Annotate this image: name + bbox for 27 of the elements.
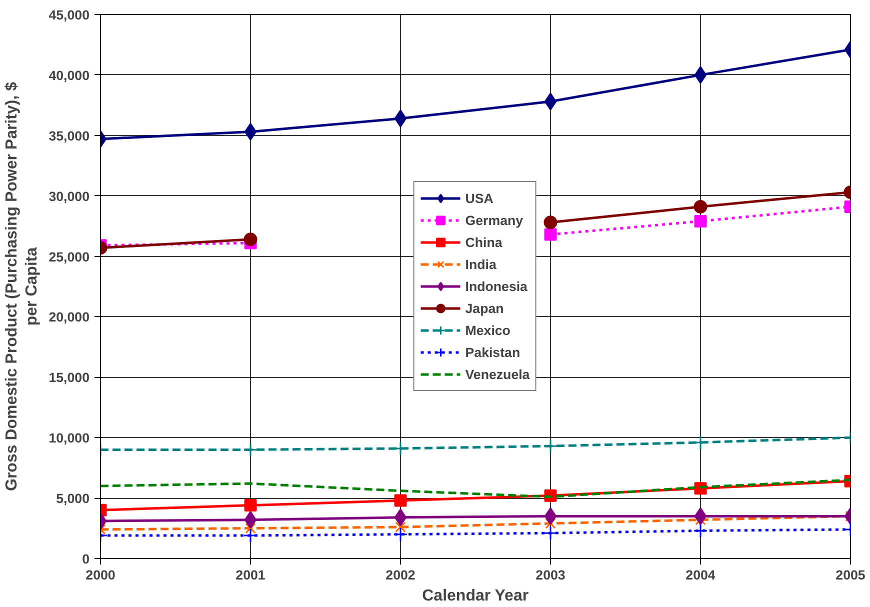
- legend-label: USA: [465, 190, 494, 206]
- legend-label: India: [465, 256, 496, 272]
- y-tick-label: 5,000: [56, 491, 90, 506]
- x-tick-label: 2002: [386, 568, 416, 582]
- y-tick-label: 35,000: [48, 128, 90, 144]
- y-tick-label: 10,000: [48, 430, 90, 446]
- y-tick-label: 25,000: [48, 249, 90, 264]
- legend-label: China: [465, 234, 502, 250]
- legend-label: Pakistan: [465, 344, 520, 360]
- y-tick-label: 0: [82, 552, 90, 566]
- x-axis-title: Calendar Year: [422, 588, 529, 604]
- y-tick-label: 40,000: [48, 68, 90, 83]
- y-tick-label: 45,000: [48, 8, 90, 22]
- y-axis-title: Gross Domestic Product (Purchasing Power Parity), $ per Capita: [3, 82, 41, 491]
- x-tick-label: 2005: [836, 568, 866, 582]
- x-tick-label: 2000: [86, 568, 116, 582]
- legend-label: Japan: [465, 300, 504, 316]
- legend-label: Germany: [465, 212, 524, 228]
- y-tick-label: 20,000: [48, 310, 90, 325]
- x-tick-label: 2001: [236, 568, 266, 582]
- x-tick-label: 2003: [536, 568, 566, 582]
- legend-label: Mexico: [465, 322, 510, 338]
- y-tick-label: 30,000: [48, 188, 90, 204]
- x-tick-label: 2004: [686, 568, 716, 582]
- y-tick-label: 15,000: [48, 370, 90, 386]
- legend-label: Indonesia: [465, 278, 528, 294]
- legend-label: Venezuela: [465, 366, 530, 382]
